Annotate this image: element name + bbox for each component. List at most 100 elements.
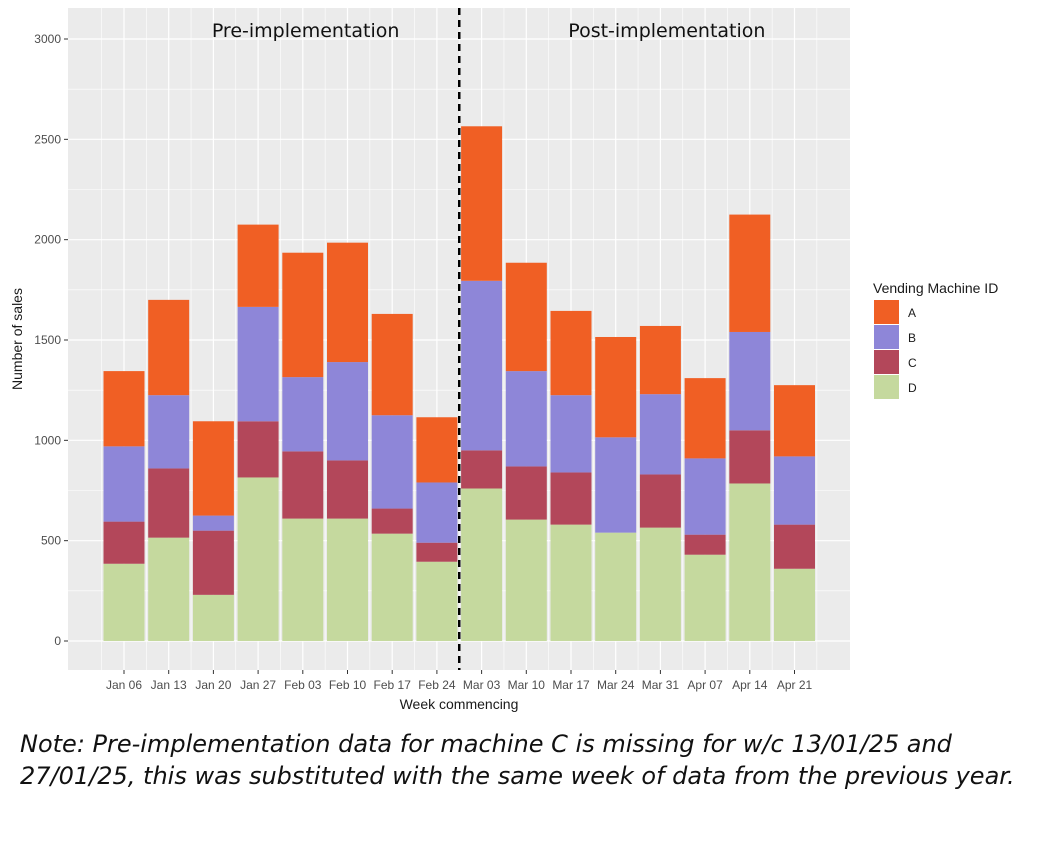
- bar-c-jan-20: [192, 530, 234, 595]
- bar-c-feb-24: [416, 542, 458, 562]
- bar-b-feb-03: [282, 377, 324, 452]
- bar-a-jan-20: [192, 421, 234, 516]
- bar-b-jan-20: [192, 515, 234, 531]
- y-tick-label: 500: [41, 534, 61, 548]
- x-tick-label: Apr 21: [777, 678, 813, 692]
- x-axis-title: Week commencing: [400, 696, 519, 712]
- bar-d-jan-20: [192, 594, 234, 641]
- legend-swatch-c: [874, 350, 899, 374]
- bar-c-mar-10: [505, 466, 547, 520]
- footnote: Note: Pre-implementation data for machin…: [20, 730, 1015, 790]
- bar-d-mar-31: [639, 527, 681, 641]
- bar-d-jan-13: [148, 537, 190, 641]
- bar-c-jan-06: [103, 521, 145, 564]
- bar-a-mar-10: [505, 262, 547, 372]
- x-tick-label: Feb 10: [329, 678, 367, 692]
- bar-c-feb-10: [327, 460, 368, 519]
- y-tick-label: 1500: [34, 333, 61, 347]
- bar-c-mar-31: [639, 474, 681, 528]
- legend-swatch-b: [874, 325, 899, 349]
- stacked-bar-chart: Pre-implementation Post-implementation 0…: [9, 8, 998, 712]
- bar-b-jan-13: [148, 395, 190, 469]
- x-tick-label: Jan 27: [240, 678, 276, 692]
- bar-d-mar-03: [461, 488, 503, 641]
- y-tick-label: 2000: [34, 233, 61, 247]
- x-tick-label: Mar 03: [463, 678, 501, 692]
- legend-label-b: B: [908, 331, 916, 345]
- pre-implementation-label: Pre-implementation: [212, 20, 400, 42]
- y-axis-ticks: 0 500 1000 1500 2000 2500 3000: [34, 32, 68, 648]
- bar-b-apr-14: [729, 331, 771, 431]
- bar-a-mar-17: [550, 310, 592, 396]
- bar-b-feb-24: [416, 482, 458, 543]
- bar-b-mar-17: [550, 395, 592, 473]
- bars: [103, 126, 815, 641]
- x-tick-label: Mar 17: [552, 678, 590, 692]
- bar-b-feb-17: [371, 415, 413, 509]
- bar-d-feb-17: [371, 533, 413, 641]
- x-tick-label: Apr 07: [687, 678, 723, 692]
- bar-c-jan-13: [148, 468, 190, 538]
- bar-b-jan-06: [103, 446, 145, 522]
- bar-b-mar-10: [505, 371, 547, 467]
- legend-title: Vending Machine ID: [873, 280, 998, 296]
- bar-a-apr-21: [774, 385, 815, 457]
- bar-a-mar-03: [461, 126, 503, 281]
- bar-b-mar-03: [461, 280, 503, 451]
- bar-d-jan-27: [237, 477, 279, 641]
- x-tick-label: Apr 14: [732, 678, 768, 692]
- x-tick-label: Mar 10: [508, 678, 546, 692]
- legend-label-d: D: [908, 381, 917, 395]
- bar-c-apr-21: [774, 524, 815, 569]
- bar-a-apr-14: [729, 214, 771, 332]
- bar-d-feb-03: [282, 518, 324, 641]
- x-tick-label: Jan 06: [106, 678, 142, 692]
- y-axis-title: Number of sales: [9, 288, 25, 390]
- bar-c-mar-03: [461, 450, 503, 489]
- y-tick-label: 3000: [34, 32, 61, 46]
- bar-a-jan-27: [237, 224, 279, 307]
- bar-d-mar-17: [550, 524, 592, 641]
- legend-swatch-d: [874, 375, 899, 399]
- bar-b-jan-27: [237, 306, 279, 422]
- y-tick-label: 1000: [34, 433, 61, 447]
- x-tick-label: Mar 24: [597, 678, 635, 692]
- bar-a-jan-06: [103, 371, 145, 447]
- bar-c-feb-03: [282, 451, 324, 519]
- y-tick-label: 0: [54, 634, 61, 648]
- bar-a-feb-03: [282, 252, 324, 378]
- bar-d-jan-06: [103, 563, 145, 641]
- bar-d-mar-10: [505, 519, 547, 641]
- bar-d-apr-21: [774, 568, 815, 641]
- legend-swatch-a: [874, 300, 899, 324]
- bar-a-mar-24: [595, 336, 637, 438]
- bar-d-apr-14: [729, 483, 771, 641]
- bar-d-feb-10: [327, 518, 368, 641]
- bar-a-feb-24: [416, 417, 458, 483]
- y-tick-label: 2500: [34, 132, 61, 146]
- bar-d-apr-07: [684, 554, 726, 641]
- bar-a-feb-17: [371, 313, 413, 416]
- bar-a-feb-10: [327, 242, 368, 363]
- x-tick-label: Jan 20: [195, 678, 231, 692]
- bar-d-feb-24: [416, 561, 458, 641]
- post-implementation-label: Post-implementation: [568, 20, 765, 42]
- bar-a-apr-07: [684, 378, 726, 459]
- legend-label-a: A: [908, 306, 916, 320]
- bar-b-mar-24: [595, 437, 637, 533]
- bar-a-jan-13: [148, 299, 190, 396]
- bar-b-mar-31: [639, 394, 681, 475]
- bar-c-feb-17: [371, 508, 413, 534]
- bar-c-mar-17: [550, 472, 592, 525]
- legend-label-c: C: [908, 356, 917, 370]
- x-tick-label: Jan 13: [151, 678, 187, 692]
- bar-d-mar-24: [595, 532, 637, 641]
- bar-c-apr-07: [684, 534, 726, 555]
- bar-c-jan-27: [237, 421, 279, 478]
- bar-c-apr-14: [729, 430, 771, 484]
- x-tick-label: Feb 03: [284, 678, 322, 692]
- x-tick-label: Feb 17: [374, 678, 412, 692]
- x-axis-ticks: Jan 06 Jan 13 Jan 20 Jan 27 Feb 03 Feb 10 Feb …: [106, 670, 813, 692]
- bar-a-mar-31: [639, 325, 681, 395]
